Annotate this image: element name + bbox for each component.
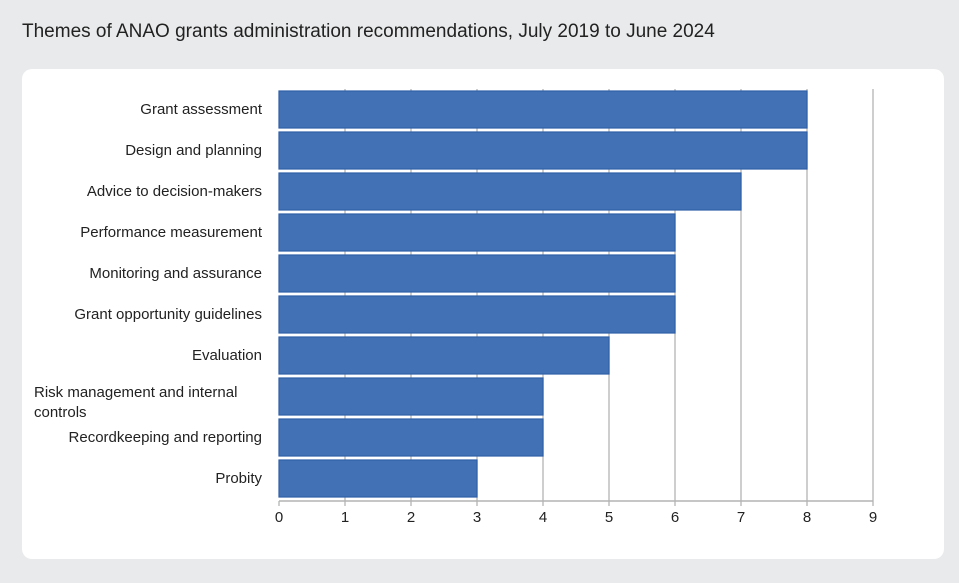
category-label: Advice to decision-makers (86, 182, 262, 200)
category-label: Monitoring and assurance (89, 264, 262, 282)
x-tick-label: 4 (539, 509, 547, 526)
bar-chart: 0 1 2 3 4 5 6 7 8 9 (275, 89, 877, 526)
x-tick-label: 0 (275, 509, 283, 526)
bar (278, 172, 742, 211)
bar (278, 459, 478, 498)
bar (278, 418, 544, 457)
x-tick-label: 8 (803, 509, 811, 526)
bar (278, 336, 610, 375)
x-tick-label: 2 (407, 509, 415, 526)
category-label: Design and planning (125, 141, 262, 159)
bar (278, 131, 808, 170)
bar (278, 254, 676, 293)
bar (278, 295, 676, 334)
category-label: Grant assessment (140, 100, 262, 118)
x-tick-label: 5 (605, 509, 613, 526)
x-tick-label: 7 (737, 509, 745, 526)
bar (278, 213, 676, 252)
x-tick-label: 9 (869, 509, 877, 526)
category-label: Grant opportunity guidelines (74, 305, 262, 323)
chart-card: 0 1 2 3 4 5 6 7 8 9 Grant assessment Design and pl… (22, 69, 944, 559)
bar (278, 377, 544, 416)
category-label: Risk management and internal controls (34, 383, 238, 421)
category-label: Probity (215, 469, 262, 487)
x-tick-label: 3 (473, 509, 481, 526)
x-tick-label: 1 (341, 509, 349, 526)
category-label: Performance measurement (80, 223, 262, 241)
x-tick-label: 6 (671, 509, 679, 526)
chart-title: Themes of ANAO grants administration rec… (22, 21, 715, 42)
bar (278, 90, 808, 129)
category-label: Recordkeeping and reporting (68, 428, 262, 446)
category-label: Evaluation (191, 346, 262, 364)
